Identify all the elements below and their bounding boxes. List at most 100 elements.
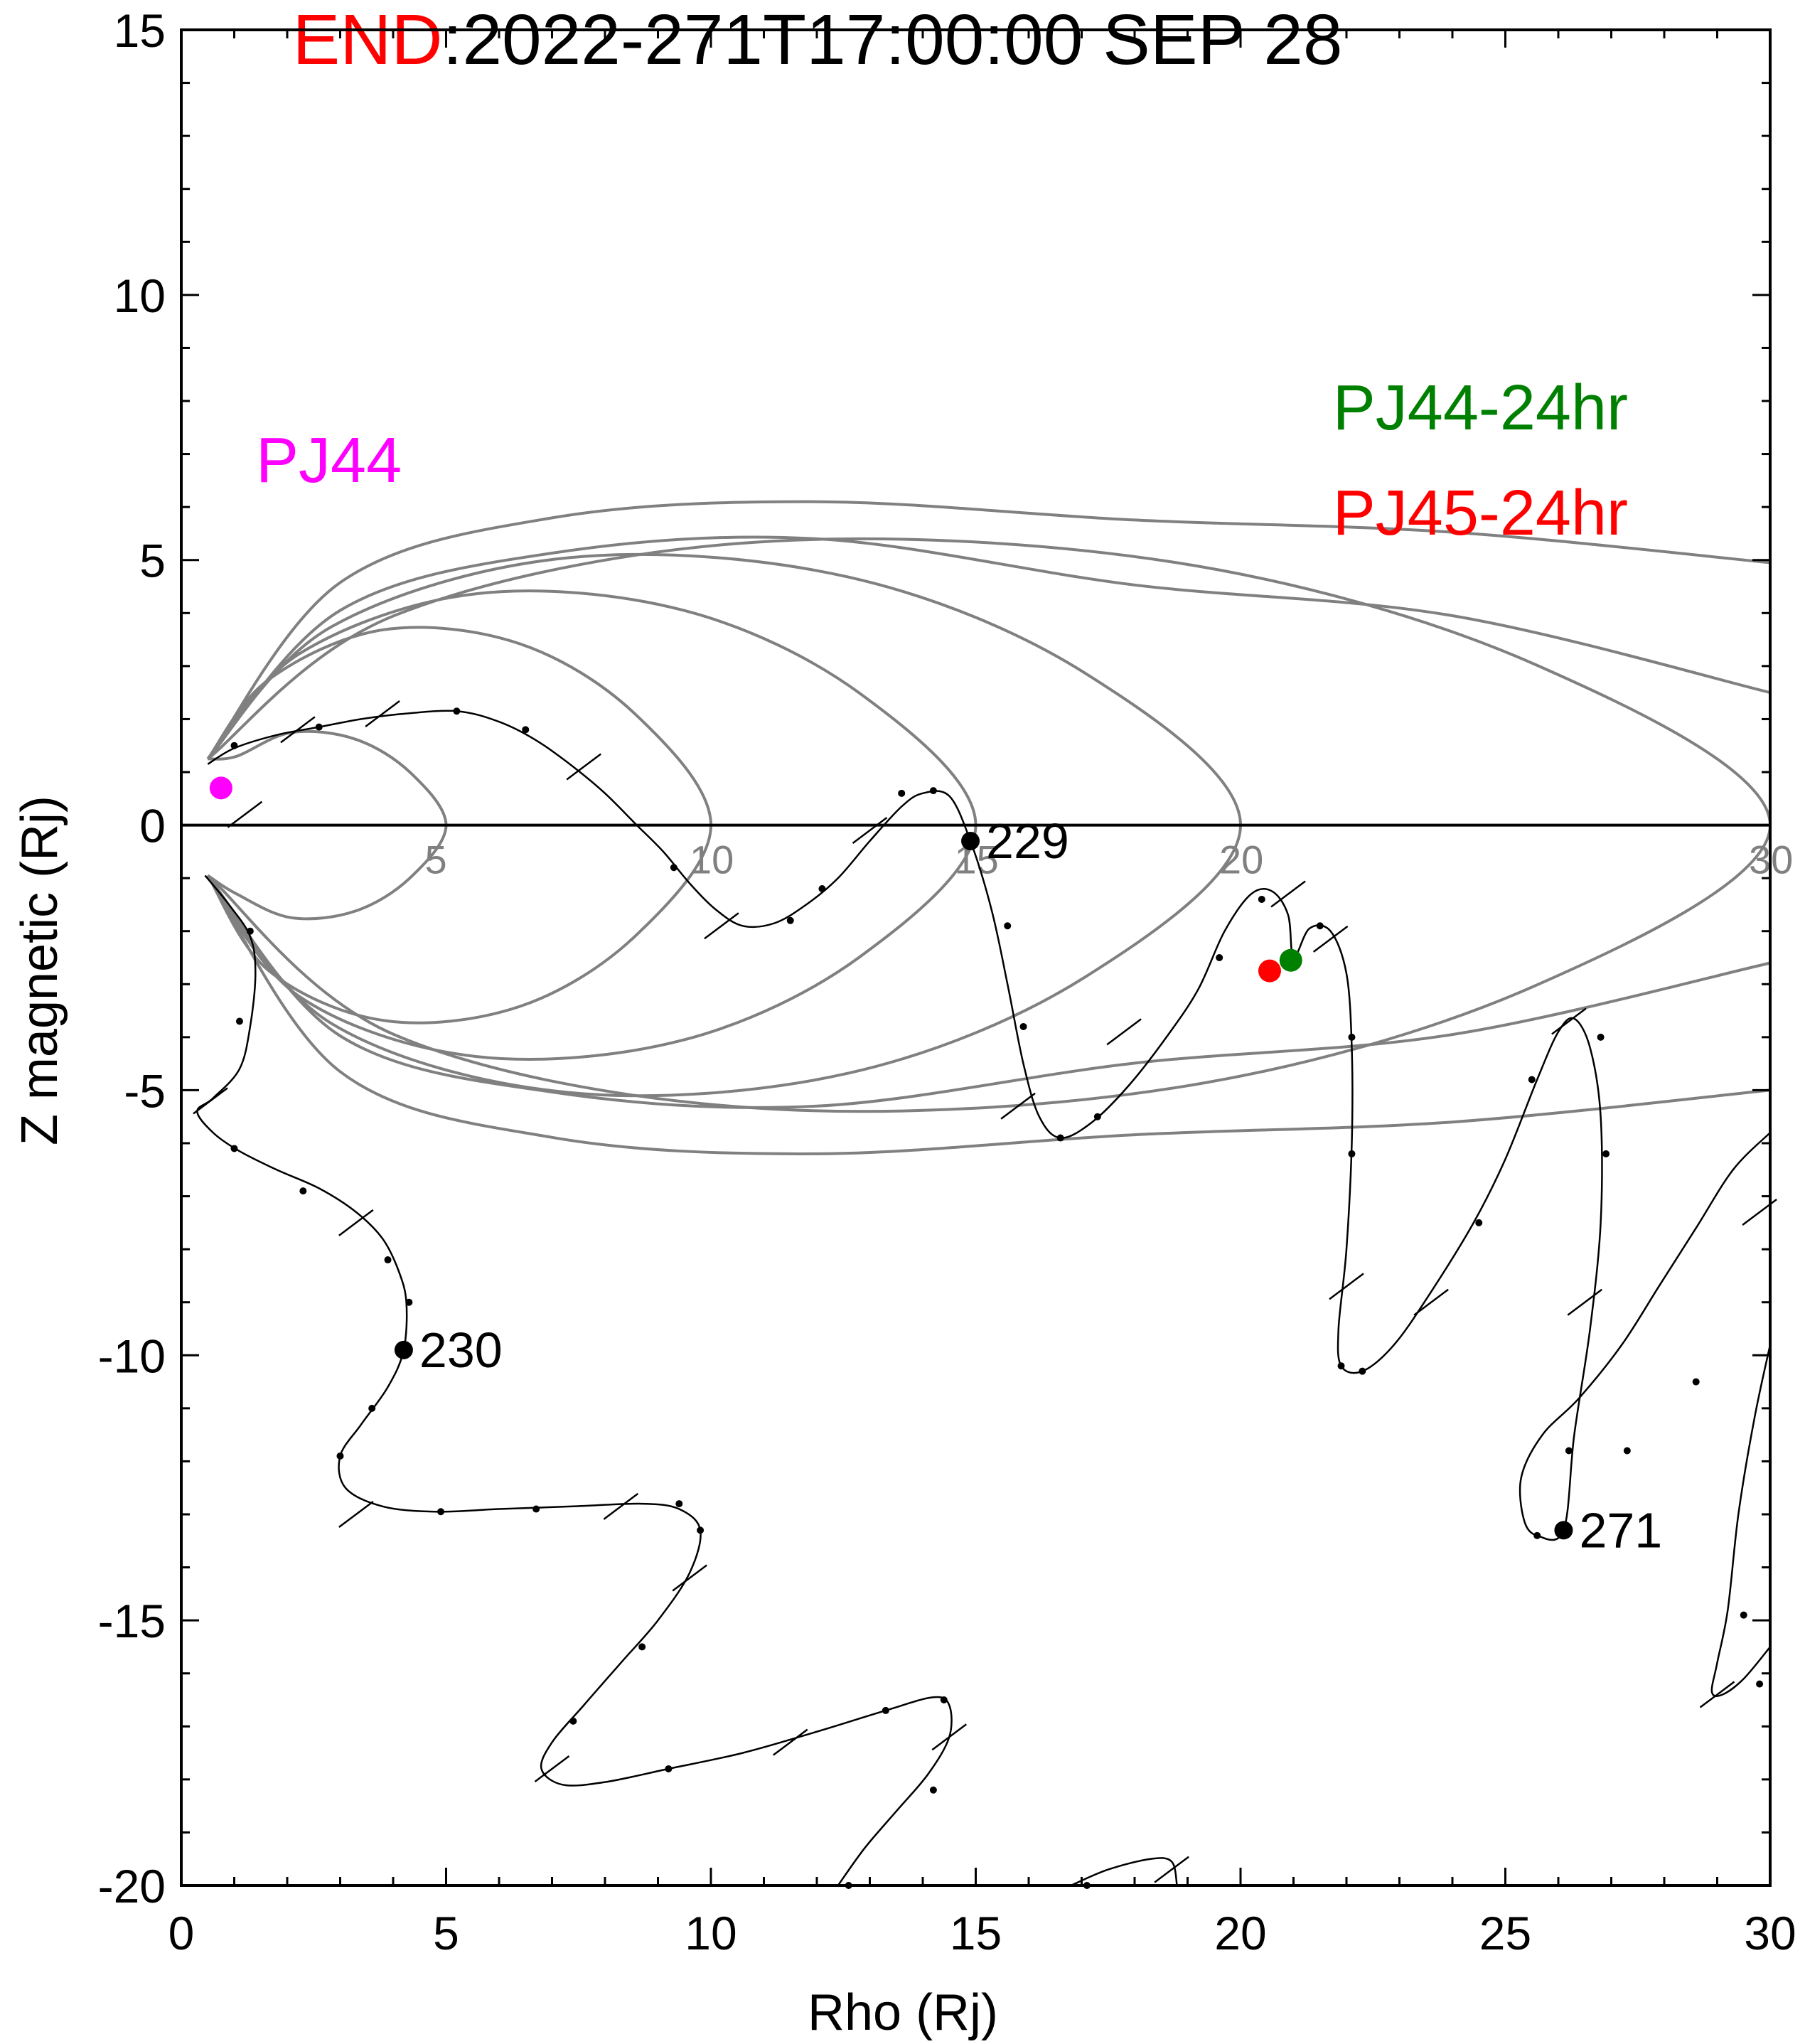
hour-dot <box>697 1526 705 1534</box>
hour-dot <box>1093 1113 1101 1120</box>
time-tick <box>1329 1273 1364 1300</box>
time-tick <box>1270 880 1306 908</box>
hour-dot <box>230 1145 238 1152</box>
y-tick-label: 15 <box>114 4 166 57</box>
trajectory-lower <box>196 874 953 1886</box>
hour-dot <box>405 1298 413 1306</box>
time-tick <box>280 716 316 744</box>
time-tick <box>1106 1018 1142 1046</box>
hour-dot <box>1528 1076 1536 1083</box>
time-tick <box>773 1728 808 1756</box>
hour-dot <box>1756 1680 1764 1688</box>
hour-dot <box>929 787 937 795</box>
time-tick <box>852 817 888 845</box>
x-axis-title: Rho (Rj) <box>808 1984 998 2041</box>
day-marker <box>961 831 980 850</box>
hour-dot <box>940 1696 948 1703</box>
open-field-line <box>206 874 1771 1155</box>
field-line-label: 5 <box>425 838 447 882</box>
time-tick <box>338 1501 374 1528</box>
plot-frame <box>180 28 1772 1887</box>
x-tick-label: 20 <box>1214 1907 1266 1959</box>
legend-pj44: PJ44 <box>256 425 402 496</box>
hour-dot <box>675 1500 683 1508</box>
hour-dot <box>522 726 530 734</box>
x-tick-label: 15 <box>950 1907 1002 1959</box>
time-tick <box>603 1492 639 1520</box>
time-tick <box>1567 1288 1602 1316</box>
day-marker <box>394 1340 413 1359</box>
hour-dot <box>1316 922 1324 930</box>
day-marker-label: 230 <box>419 1322 503 1378</box>
hour-dot <box>1565 1447 1573 1455</box>
open-field-line <box>206 535 1771 760</box>
hour-dot <box>246 927 254 935</box>
time-tick <box>365 700 400 727</box>
y-tick-label: -20 <box>98 1860 166 1912</box>
time-tick <box>227 801 263 828</box>
time-tick <box>1742 1198 1777 1226</box>
trajectory-right <box>1710 1344 1772 1697</box>
spacecraft-point <box>209 776 232 800</box>
day-marker-label: 229 <box>986 813 1069 869</box>
hour-dot <box>235 1017 243 1025</box>
hour-dot <box>1692 1378 1700 1386</box>
time-tick <box>1312 925 1349 953</box>
hour-dot <box>299 1187 307 1195</box>
hour-dot <box>569 1717 577 1725</box>
hour-dot <box>786 916 794 924</box>
hour-dot <box>1056 1134 1064 1142</box>
time-tick <box>566 753 601 781</box>
hour-dot <box>384 1256 392 1264</box>
time-tick <box>1699 1681 1735 1708</box>
hour-dot <box>1083 1882 1091 1889</box>
y-tick-label: 0 <box>139 800 166 852</box>
x-tick-label: 5 <box>433 1907 459 1959</box>
time-tick <box>534 1755 570 1782</box>
trajectory-group <box>193 700 1777 1889</box>
chart-title-prefix: END <box>293 0 443 80</box>
hour-dot <box>1475 1219 1483 1226</box>
time-tick <box>338 1209 374 1236</box>
hour-dot <box>453 707 461 715</box>
hour-dot <box>1337 1362 1345 1370</box>
y-axis-title: Z magnetic (Rj) <box>11 796 68 1145</box>
chart-title: END:2022-271T17:00:00 SEP 28 <box>293 0 1343 80</box>
markers-group: 229 230 271 <box>209 776 1662 1558</box>
time-tick <box>1413 1288 1449 1316</box>
hour-dot <box>638 1643 646 1651</box>
hour-dot <box>1740 1611 1747 1619</box>
time-tick <box>704 912 739 940</box>
plot-axes: 0 5 10 15 20 25 30 -20 -15 -10 -5 0 5 10 15 <box>98 4 1796 1959</box>
time-tick <box>931 1723 967 1751</box>
hour-dot <box>1348 1033 1356 1041</box>
spacecraft-point <box>1258 959 1281 983</box>
hour-dot <box>1019 1022 1027 1030</box>
y-tick-label: 5 <box>139 535 166 587</box>
field-line-label: 20 <box>1219 838 1263 882</box>
x-tick-label: 0 <box>168 1907 195 1959</box>
legend-pj45-24hr: PJ45-24hr <box>1333 478 1628 549</box>
hour-dot <box>929 1786 937 1794</box>
legend-pj44-24hr: PJ44-24hr <box>1333 373 1628 444</box>
hour-dot <box>1602 1150 1610 1157</box>
hour-dot <box>845 1882 852 1889</box>
day-marker-label: 271 <box>1579 1502 1662 1558</box>
spacecraft-point <box>1279 948 1302 972</box>
hour-dot <box>437 1508 445 1516</box>
time-tick <box>1551 1007 1587 1035</box>
hour-dot <box>336 1452 344 1460</box>
hour-dot <box>898 789 906 797</box>
hour-dot <box>1623 1447 1631 1455</box>
chart-title-rest: :2022-271T17:00:00 SEP 28 <box>443 0 1343 80</box>
open-field-line <box>206 874 1771 1109</box>
x-tick-label: 25 <box>1479 1907 1531 1959</box>
open-field-line <box>206 500 1771 760</box>
hour-dot <box>532 1505 540 1513</box>
y-tick-label: 10 <box>114 269 166 322</box>
x-tick-label: 10 <box>685 1907 737 1959</box>
hour-dot <box>1597 1033 1605 1041</box>
time-tick <box>1154 1856 1189 1883</box>
trajectory-upper <box>207 710 1771 1541</box>
